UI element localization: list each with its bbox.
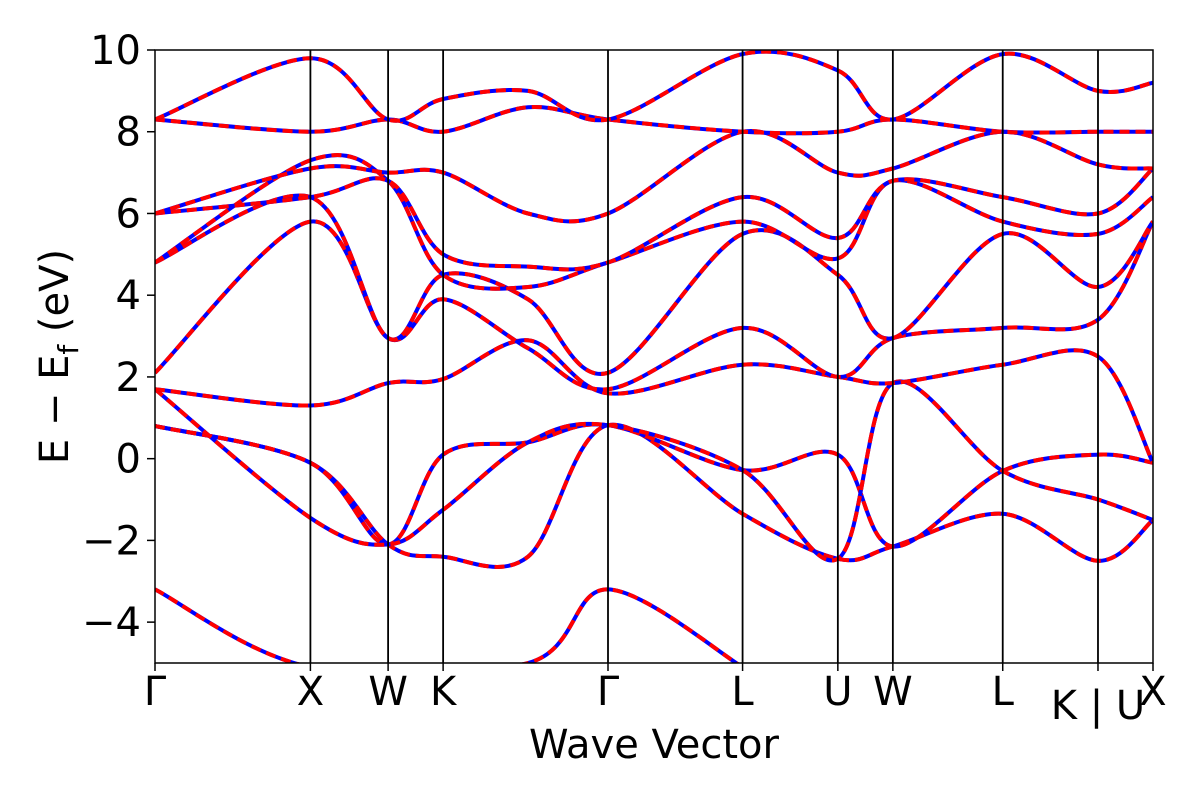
band-line-2-red xyxy=(155,422,1153,569)
x-tick-label: Γ xyxy=(144,669,167,715)
x-tick-label: K xyxy=(430,669,458,715)
x-tick-label: X xyxy=(297,669,324,715)
y-axis-label-subscript: f xyxy=(52,344,85,355)
y-tick-label: 10 xyxy=(90,28,141,74)
band-line-1-red xyxy=(155,587,740,663)
x-tick-label: X xyxy=(1139,669,1166,715)
x-tick-label: L xyxy=(731,669,754,715)
x-tick-label: L xyxy=(992,669,1015,715)
y-tick-label: 0 xyxy=(116,437,141,483)
band-line-10-red xyxy=(155,128,1153,224)
svg-text:E − Ef (eV): E − Ef (eV) xyxy=(32,249,85,464)
x-tick-label: U xyxy=(823,669,852,715)
y-axis-ticks: −4 −2 0 2 4 6 8 10 xyxy=(82,28,155,646)
y-axis-label: E − Ef (eV) xyxy=(32,249,85,464)
band-line-4-red xyxy=(155,379,1153,563)
x-tick-label: W xyxy=(368,669,408,715)
y-axis-label-main: E − E xyxy=(32,355,78,465)
band-line-3-red xyxy=(155,422,1153,549)
x-tick-label: Γ xyxy=(597,669,620,715)
kpoint-divider-lines xyxy=(309,50,1099,663)
band-line-11-red xyxy=(155,104,1153,136)
band-line-12-red xyxy=(155,50,1153,123)
x-axis-label: Wave Vector xyxy=(529,722,780,768)
y-axis-label-unit: (eV) xyxy=(32,249,78,345)
x-tick-label: W xyxy=(873,669,913,715)
y-tick-label: 4 xyxy=(116,273,141,319)
band-line-5-red xyxy=(155,338,1153,464)
plot-frame xyxy=(154,49,1154,664)
y-tick-label: −2 xyxy=(82,518,141,564)
y-tick-label: 6 xyxy=(116,191,141,237)
x-tick-label: K | U xyxy=(1051,683,1145,729)
band-line-1-blue xyxy=(155,587,740,663)
y-tick-label: −4 xyxy=(82,600,141,646)
y-tick-label: 2 xyxy=(116,355,141,401)
y-tick-label: 8 xyxy=(116,110,141,156)
